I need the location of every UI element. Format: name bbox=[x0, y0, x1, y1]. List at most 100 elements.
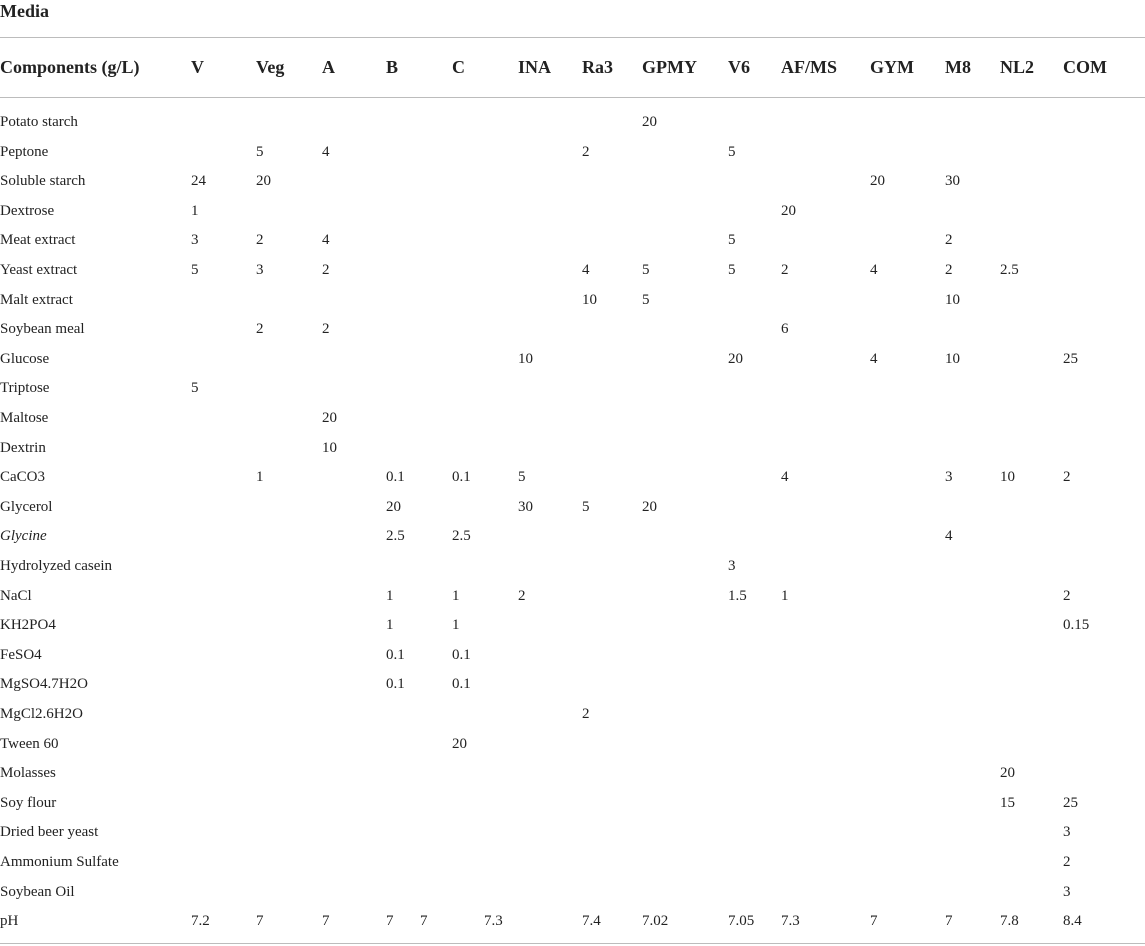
table-cell: 10 bbox=[322, 439, 337, 456]
table-row: Molasses 20 bbox=[0, 763, 1145, 793]
table-cell: 5 bbox=[518, 469, 526, 486]
column-header-af-ms: AF/MS bbox=[781, 57, 837, 77]
table-row: Soybean meal 2 2 6 bbox=[0, 319, 1145, 349]
column-header-v: V bbox=[191, 57, 204, 77]
table-cell: 15 bbox=[1000, 794, 1015, 811]
row-label: CaCO3 bbox=[0, 469, 45, 486]
row-label: MgCl2.6H2O bbox=[0, 706, 83, 722]
bottom-rule bbox=[0, 943, 1145, 944]
row-label: NaCl bbox=[0, 587, 32, 604]
table-cell: 5 bbox=[582, 498, 590, 515]
row-label: Meat extract bbox=[0, 232, 76, 249]
table-cell: 2 bbox=[322, 262, 330, 278]
table-cell: 0.1 bbox=[386, 469, 405, 486]
table-cell: 5 bbox=[728, 262, 736, 278]
table-cell: 4 bbox=[582, 262, 590, 278]
header-rule bbox=[0, 97, 1145, 98]
table-row: FeSO4 0.1 0.1 bbox=[0, 645, 1145, 675]
table-row: Meat extract 3 2 4 5 2 bbox=[0, 230, 1145, 260]
table-row: Soluble starch 24 20 20 30 bbox=[0, 171, 1145, 201]
row-label: MgSO4.7H2O bbox=[0, 676, 88, 693]
table-cell: 6 bbox=[781, 321, 789, 338]
table-cell: 5 bbox=[642, 291, 650, 308]
table-cell: 20 bbox=[642, 114, 657, 130]
table-cell: 2 bbox=[582, 143, 590, 160]
table-cell: 2 bbox=[256, 321, 264, 338]
row-label: Soybean Oil bbox=[0, 883, 75, 900]
table-cell: 7 bbox=[386, 913, 394, 930]
row-label: Malt extract bbox=[0, 291, 73, 308]
table-row: Tween 60 20 bbox=[0, 734, 1145, 764]
table-cell: 3 bbox=[945, 469, 953, 486]
row-label: Triptose bbox=[0, 380, 50, 397]
row-label: Soluble starch bbox=[0, 173, 86, 190]
table-cell: 0.1 bbox=[452, 469, 471, 486]
table-cell: 20 bbox=[728, 350, 743, 367]
table-cell: 2 bbox=[322, 321, 330, 338]
table-cell: 30 bbox=[518, 498, 533, 515]
table-cell: 4 bbox=[781, 469, 789, 486]
table-cell: 1 bbox=[256, 469, 264, 486]
table-cell: 5 bbox=[191, 262, 199, 278]
table-row: Hydrolyzed casein 3 bbox=[0, 556, 1145, 586]
table-cell: 10 bbox=[945, 350, 960, 367]
table-cell: 4 bbox=[870, 262, 878, 278]
table-cell: 10 bbox=[1000, 469, 1015, 486]
table-cell: 3 bbox=[728, 558, 736, 574]
table-cell: 20 bbox=[452, 735, 467, 752]
table-cell: 7 bbox=[870, 913, 878, 930]
row-label: KH2PO4 bbox=[0, 617, 56, 634]
table-cell: 7 bbox=[322, 913, 330, 930]
table-row: MgCl2.6H2O 2 bbox=[0, 704, 1145, 734]
column-header-ra3: Ra3 bbox=[582, 57, 613, 77]
table-cell: 1 bbox=[191, 202, 199, 219]
table-cell: 7 bbox=[945, 913, 953, 930]
table-cell: 1 bbox=[781, 587, 789, 604]
table-cell: 24 bbox=[191, 173, 206, 190]
table-cell: 2 bbox=[518, 587, 526, 604]
row-label: Tween 60 bbox=[0, 735, 59, 752]
column-header-veg: Veg bbox=[256, 57, 285, 77]
table-cell: 2 bbox=[1063, 587, 1071, 604]
table-cell: 2 bbox=[781, 262, 789, 278]
column-header-gym: GYM bbox=[870, 57, 914, 77]
table-cell: 20 bbox=[870, 173, 885, 190]
table-row: pH 7.2 7 7 7 7 7.3 7.4 7.02 7.05 7.3 7 7 7.8 8.4 bbox=[0, 911, 1145, 941]
table-cell: 1 bbox=[452, 617, 460, 634]
table-cell: 1.5 bbox=[728, 587, 747, 604]
table-cell: 20 bbox=[322, 410, 337, 426]
table-cell: 2 bbox=[1063, 469, 1071, 486]
table-cell: 4 bbox=[322, 232, 330, 249]
table-cell: 7.2 bbox=[191, 913, 210, 930]
table-cell: 0.1 bbox=[386, 676, 405, 693]
table-cell: 2 bbox=[945, 262, 953, 278]
column-header-ina: INA bbox=[518, 57, 552, 77]
row-label: Hydrolyzed casein bbox=[0, 558, 113, 574]
row-label: Yeast extract bbox=[0, 262, 78, 278]
table-cell: 2 bbox=[1063, 854, 1071, 870]
row-label: Soy flour bbox=[0, 794, 57, 811]
table-cell: 0.1 bbox=[386, 646, 405, 663]
table-row: Dextrose 1 20 bbox=[0, 201, 1145, 231]
table-cell: 7.4 bbox=[582, 913, 601, 930]
table-cell: 2.5 bbox=[452, 528, 471, 545]
table-cell: 1 bbox=[386, 587, 394, 604]
table-cell: 3 bbox=[191, 232, 199, 249]
table-cell: 20 bbox=[781, 202, 796, 219]
table-row: Triptose 5 bbox=[0, 378, 1145, 408]
table-cell: 25 bbox=[1063, 350, 1078, 367]
table-cell: 20 bbox=[256, 173, 271, 190]
row-label: Glucose bbox=[0, 350, 50, 367]
table-cell: 7 bbox=[420, 913, 428, 930]
table-row: CaCO3 1 0.1 0.1 5 4 3 10 2 bbox=[0, 467, 1145, 497]
table-cell: 7.8 bbox=[1000, 913, 1019, 930]
table-cell: 2 bbox=[256, 232, 264, 249]
row-label: Glycerol bbox=[0, 498, 53, 515]
column-header-a: A bbox=[322, 57, 335, 77]
table-cell: 3 bbox=[1063, 824, 1071, 841]
row-label: Molasses bbox=[0, 765, 56, 782]
table-cell: 3 bbox=[1063, 883, 1071, 900]
top-rule bbox=[0, 37, 1145, 38]
table-row: Glycerol 20 30 5 20 bbox=[0, 497, 1145, 527]
table-cell: 20 bbox=[386, 498, 401, 515]
